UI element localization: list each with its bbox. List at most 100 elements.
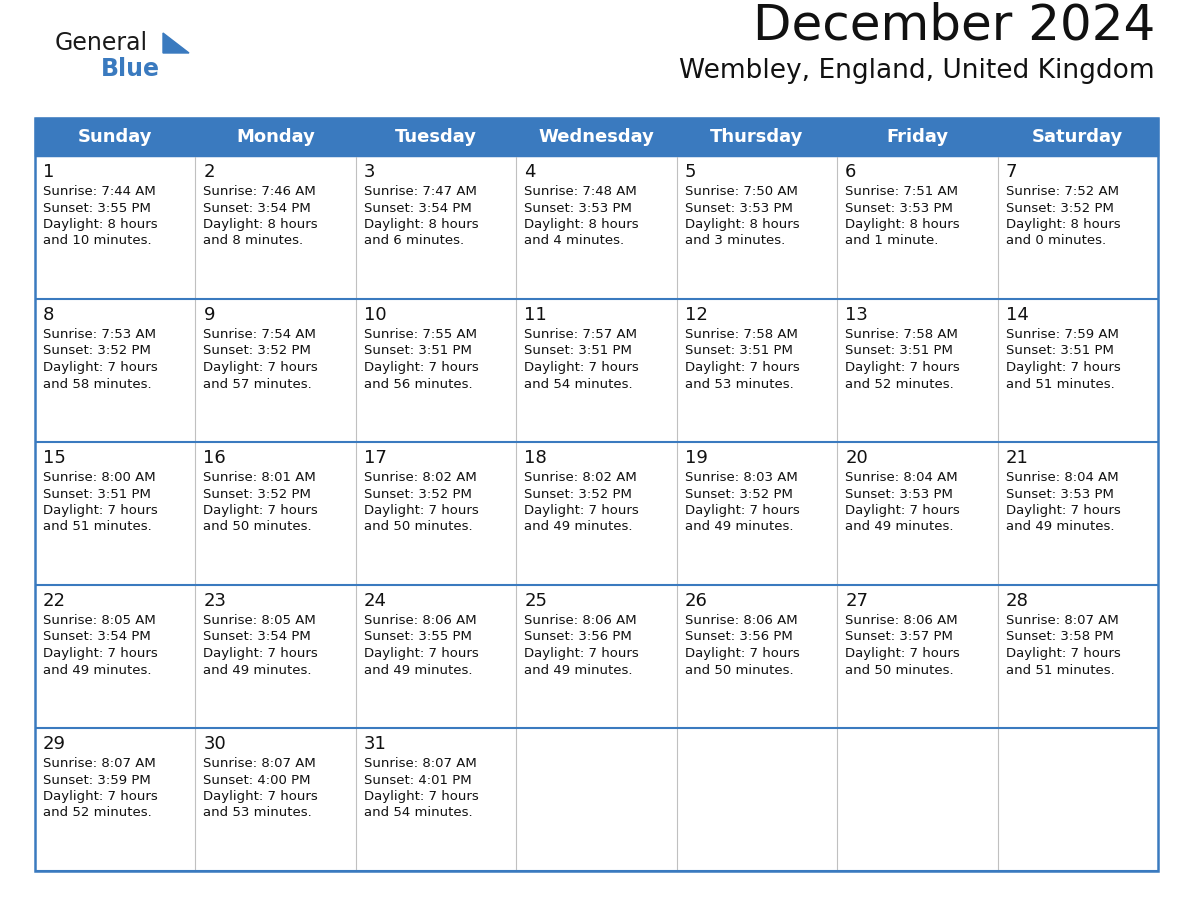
Text: December 2024: December 2024 bbox=[753, 2, 1155, 50]
Text: and 50 minutes.: and 50 minutes. bbox=[845, 664, 954, 677]
Text: 13: 13 bbox=[845, 306, 868, 324]
Text: Wednesday: Wednesday bbox=[538, 128, 655, 146]
Text: Sunset: 3:52 PM: Sunset: 3:52 PM bbox=[364, 487, 472, 500]
Text: 1: 1 bbox=[43, 163, 55, 181]
Text: Daylight: 7 hours: Daylight: 7 hours bbox=[845, 361, 960, 374]
Text: Sunset: 4:01 PM: Sunset: 4:01 PM bbox=[364, 774, 472, 787]
Text: and 10 minutes.: and 10 minutes. bbox=[43, 234, 152, 248]
Bar bbox=[34, 156, 1158, 299]
Text: and 53 minutes.: and 53 minutes. bbox=[684, 377, 794, 390]
Text: Sunset: 3:56 PM: Sunset: 3:56 PM bbox=[684, 631, 792, 644]
Text: 22: 22 bbox=[43, 592, 67, 610]
Text: Daylight: 8 hours: Daylight: 8 hours bbox=[845, 218, 960, 231]
Text: 8: 8 bbox=[43, 306, 55, 324]
Text: Friday: Friday bbox=[886, 128, 948, 146]
Text: 23: 23 bbox=[203, 592, 227, 610]
Text: and 49 minutes.: and 49 minutes. bbox=[845, 521, 954, 533]
Text: 16: 16 bbox=[203, 449, 226, 467]
Text: Sunset: 3:51 PM: Sunset: 3:51 PM bbox=[1005, 344, 1113, 357]
Text: Daylight: 7 hours: Daylight: 7 hours bbox=[1005, 504, 1120, 517]
Text: and 54 minutes.: and 54 minutes. bbox=[524, 377, 633, 390]
Text: Sunrise: 7:58 AM: Sunrise: 7:58 AM bbox=[684, 328, 797, 341]
Text: Daylight: 7 hours: Daylight: 7 hours bbox=[684, 504, 800, 517]
Text: Sunrise: 8:04 AM: Sunrise: 8:04 AM bbox=[845, 471, 958, 484]
Text: Wembley, England, United Kingdom: Wembley, England, United Kingdom bbox=[680, 58, 1155, 84]
Text: and 49 minutes.: and 49 minutes. bbox=[524, 664, 633, 677]
Text: Daylight: 8 hours: Daylight: 8 hours bbox=[684, 218, 800, 231]
Bar bbox=[34, 299, 1158, 442]
Text: and 49 minutes.: and 49 minutes. bbox=[43, 664, 152, 677]
Text: Daylight: 8 hours: Daylight: 8 hours bbox=[43, 218, 158, 231]
Text: 17: 17 bbox=[364, 449, 387, 467]
Text: Sunset: 3:54 PM: Sunset: 3:54 PM bbox=[203, 201, 311, 215]
Text: Sunrise: 8:01 AM: Sunrise: 8:01 AM bbox=[203, 471, 316, 484]
Text: Sunrise: 8:07 AM: Sunrise: 8:07 AM bbox=[203, 757, 316, 770]
Text: Daylight: 7 hours: Daylight: 7 hours bbox=[684, 361, 800, 374]
Polygon shape bbox=[163, 33, 189, 53]
Text: Saturday: Saturday bbox=[1032, 128, 1124, 146]
Text: and 51 minutes.: and 51 minutes. bbox=[1005, 664, 1114, 677]
Text: Sunset: 3:59 PM: Sunset: 3:59 PM bbox=[43, 774, 151, 787]
Text: 18: 18 bbox=[524, 449, 546, 467]
Text: Daylight: 7 hours: Daylight: 7 hours bbox=[845, 504, 960, 517]
Text: and 3 minutes.: and 3 minutes. bbox=[684, 234, 785, 248]
Text: 4: 4 bbox=[524, 163, 536, 181]
Text: Sunrise: 7:54 AM: Sunrise: 7:54 AM bbox=[203, 328, 316, 341]
Text: Sunrise: 8:00 AM: Sunrise: 8:00 AM bbox=[43, 471, 156, 484]
Text: Sunrise: 8:06 AM: Sunrise: 8:06 AM bbox=[524, 614, 637, 627]
Text: Daylight: 7 hours: Daylight: 7 hours bbox=[203, 361, 318, 374]
Text: Sunset: 3:51 PM: Sunset: 3:51 PM bbox=[845, 344, 953, 357]
Text: Tuesday: Tuesday bbox=[396, 128, 478, 146]
Text: Sunset: 3:52 PM: Sunset: 3:52 PM bbox=[524, 487, 632, 500]
Text: Daylight: 7 hours: Daylight: 7 hours bbox=[524, 647, 639, 660]
Text: Daylight: 8 hours: Daylight: 8 hours bbox=[1005, 218, 1120, 231]
Text: Daylight: 7 hours: Daylight: 7 hours bbox=[524, 361, 639, 374]
Text: Sunrise: 8:06 AM: Sunrise: 8:06 AM bbox=[845, 614, 958, 627]
Text: Daylight: 7 hours: Daylight: 7 hours bbox=[524, 504, 639, 517]
Text: Daylight: 8 hours: Daylight: 8 hours bbox=[364, 218, 479, 231]
Text: Sunrise: 7:44 AM: Sunrise: 7:44 AM bbox=[43, 185, 156, 198]
Text: and 57 minutes.: and 57 minutes. bbox=[203, 377, 312, 390]
Text: and 50 minutes.: and 50 minutes. bbox=[364, 521, 473, 533]
Text: 27: 27 bbox=[845, 592, 868, 610]
Text: Sunrise: 7:52 AM: Sunrise: 7:52 AM bbox=[1005, 185, 1119, 198]
Text: Sunset: 3:52 PM: Sunset: 3:52 PM bbox=[203, 487, 311, 500]
Text: Daylight: 7 hours: Daylight: 7 hours bbox=[364, 647, 479, 660]
Text: Daylight: 7 hours: Daylight: 7 hours bbox=[364, 361, 479, 374]
Text: and 50 minutes.: and 50 minutes. bbox=[203, 521, 312, 533]
Text: Sunrise: 8:07 AM: Sunrise: 8:07 AM bbox=[1005, 614, 1118, 627]
Text: Sunrise: 7:58 AM: Sunrise: 7:58 AM bbox=[845, 328, 958, 341]
Text: Thursday: Thursday bbox=[710, 128, 803, 146]
Text: Daylight: 7 hours: Daylight: 7 hours bbox=[684, 647, 800, 660]
Text: Sunset: 3:51 PM: Sunset: 3:51 PM bbox=[364, 344, 472, 357]
Text: Sunset: 3:52 PM: Sunset: 3:52 PM bbox=[43, 344, 151, 357]
Text: Sunset: 3:51 PM: Sunset: 3:51 PM bbox=[43, 487, 151, 500]
Bar bbox=[34, 728, 1158, 871]
Text: and 6 minutes.: and 6 minutes. bbox=[364, 234, 465, 248]
Text: and 51 minutes.: and 51 minutes. bbox=[1005, 377, 1114, 390]
Text: Daylight: 7 hours: Daylight: 7 hours bbox=[43, 504, 158, 517]
Text: 19: 19 bbox=[684, 449, 708, 467]
Text: Daylight: 7 hours: Daylight: 7 hours bbox=[1005, 361, 1120, 374]
Text: Daylight: 7 hours: Daylight: 7 hours bbox=[1005, 647, 1120, 660]
Text: Sunrise: 7:55 AM: Sunrise: 7:55 AM bbox=[364, 328, 476, 341]
Text: Sunrise: 8:02 AM: Sunrise: 8:02 AM bbox=[364, 471, 476, 484]
Text: and 4 minutes.: and 4 minutes. bbox=[524, 234, 625, 248]
Text: Sunrise: 8:05 AM: Sunrise: 8:05 AM bbox=[43, 614, 156, 627]
Text: Monday: Monday bbox=[236, 128, 315, 146]
Text: Daylight: 7 hours: Daylight: 7 hours bbox=[203, 647, 318, 660]
Text: Sunrise: 7:59 AM: Sunrise: 7:59 AM bbox=[1005, 328, 1118, 341]
Text: Sunrise: 7:47 AM: Sunrise: 7:47 AM bbox=[364, 185, 476, 198]
Text: Sunrise: 8:05 AM: Sunrise: 8:05 AM bbox=[203, 614, 316, 627]
Text: and 49 minutes.: and 49 minutes. bbox=[524, 521, 633, 533]
Text: 10: 10 bbox=[364, 306, 386, 324]
Text: Sunset: 3:58 PM: Sunset: 3:58 PM bbox=[1005, 631, 1113, 644]
Text: Sunset: 4:00 PM: Sunset: 4:00 PM bbox=[203, 774, 311, 787]
Text: 9: 9 bbox=[203, 306, 215, 324]
Text: 15: 15 bbox=[43, 449, 65, 467]
Text: and 49 minutes.: and 49 minutes. bbox=[203, 664, 312, 677]
Text: Sunset: 3:55 PM: Sunset: 3:55 PM bbox=[43, 201, 151, 215]
Text: 28: 28 bbox=[1005, 592, 1029, 610]
Text: and 52 minutes.: and 52 minutes. bbox=[43, 807, 152, 820]
Text: and 58 minutes.: and 58 minutes. bbox=[43, 377, 152, 390]
